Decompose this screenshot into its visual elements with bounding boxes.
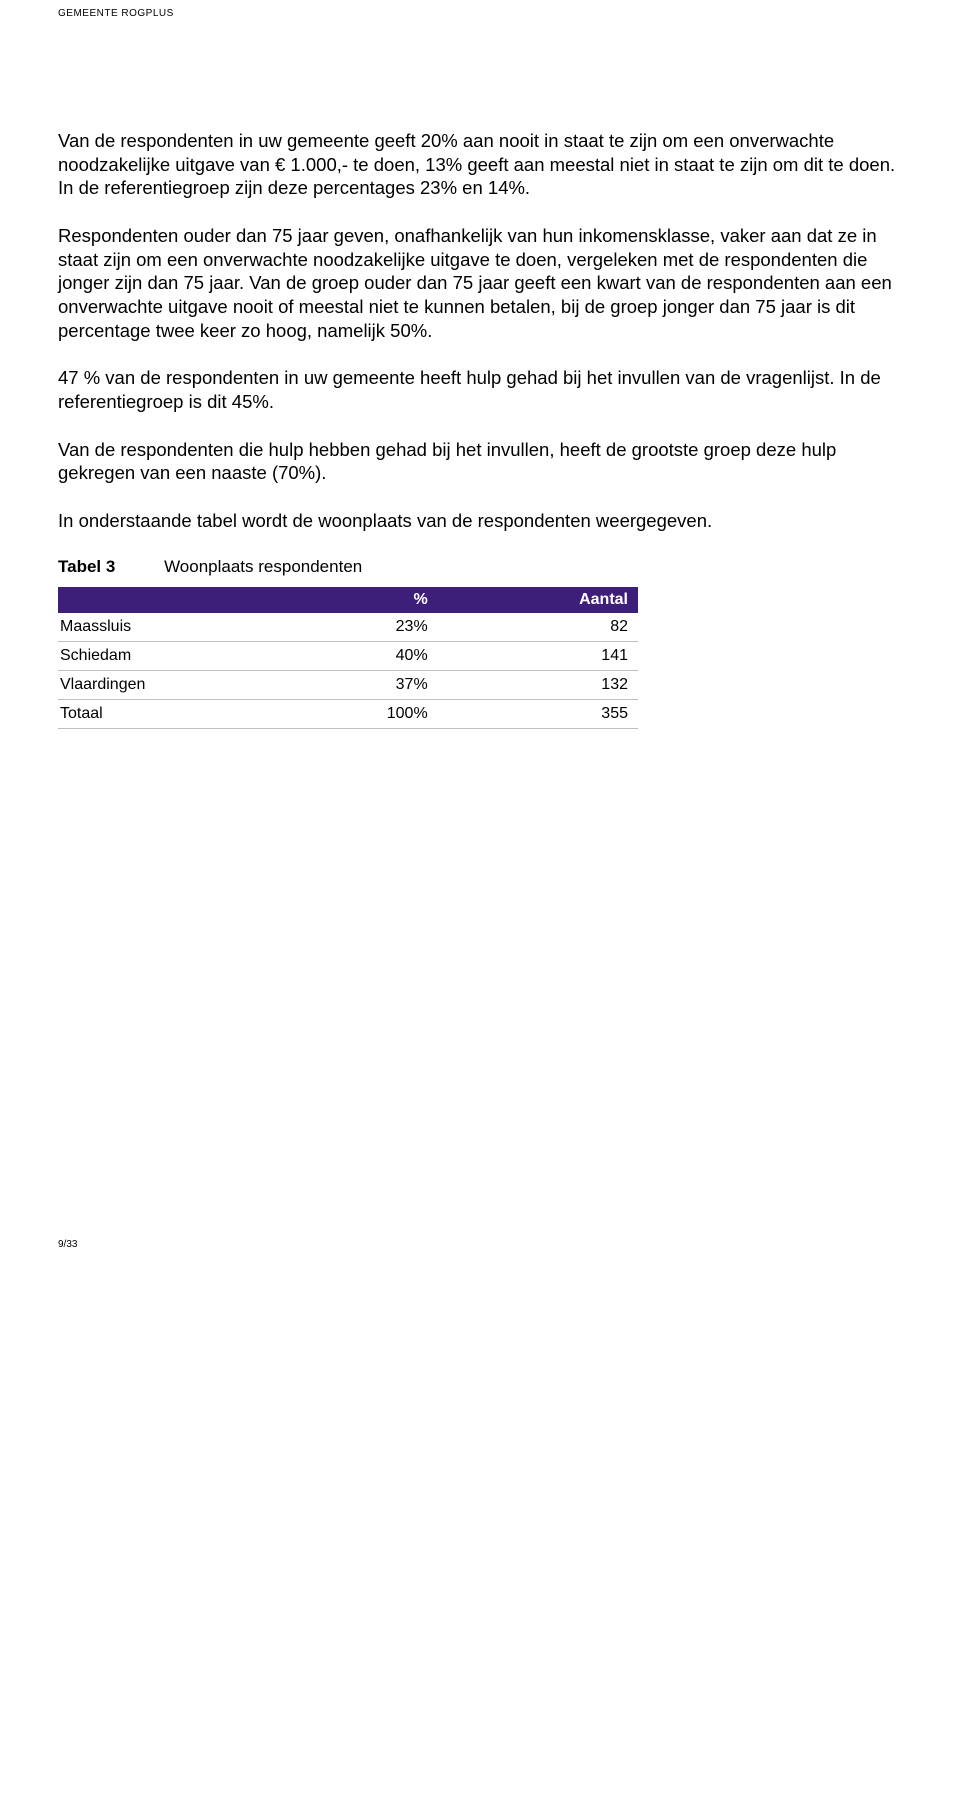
- paragraph-5: In onderstaande tabel wordt de woonplaat…: [58, 509, 902, 533]
- table-row: Totaal 100% 355: [58, 699, 638, 728]
- table-header-row: % Aantal: [58, 587, 638, 613]
- cell-name: Schiedam: [58, 641, 278, 670]
- table-caption-label: Tabel 3: [58, 557, 115, 576]
- cell-count: 355: [438, 699, 638, 728]
- col-header-count: Aantal: [438, 587, 638, 613]
- paragraph-1: Van de respondenten in uw gemeente geeft…: [58, 129, 902, 200]
- cell-name: Maassluis: [58, 613, 278, 642]
- cell-name: Totaal: [58, 699, 278, 728]
- table-row: Maassluis 23% 82: [58, 613, 638, 642]
- woonplaats-table: % Aantal Maassluis 23% 82 Schiedam 40% 1…: [58, 587, 638, 729]
- table-caption: Tabel 3 Woonplaats respondenten: [58, 557, 902, 577]
- cell-count: 141: [438, 641, 638, 670]
- table-row: Vlaardingen 37% 132: [58, 670, 638, 699]
- paragraph-4: Van de respondenten die hulp hebben geha…: [58, 438, 902, 485]
- body-text: Van de respondenten in uw gemeente geeft…: [58, 129, 902, 533]
- page-number: 9/33: [58, 1239, 902, 1250]
- col-header-pct: %: [278, 587, 438, 613]
- cell-pct: 40%: [278, 641, 438, 670]
- cell-pct: 100%: [278, 699, 438, 728]
- col-header-empty: [58, 587, 278, 613]
- paragraph-2: Respondenten ouder dan 75 jaar geven, on…: [58, 224, 902, 342]
- paragraph-3: 47 % van de respondenten in uw gemeente …: [58, 366, 902, 413]
- cell-name: Vlaardingen: [58, 670, 278, 699]
- table-caption-text: Woonplaats respondenten: [164, 557, 362, 576]
- table-row: Schiedam 40% 141: [58, 641, 638, 670]
- cell-count: 82: [438, 613, 638, 642]
- cell-pct: 37%: [278, 670, 438, 699]
- cell-count: 132: [438, 670, 638, 699]
- cell-pct: 23%: [278, 613, 438, 642]
- page: GEMEENTE ROGPLUS Van de respondenten in …: [0, 0, 960, 1290]
- header-org: GEMEENTE ROGPLUS: [58, 0, 902, 19]
